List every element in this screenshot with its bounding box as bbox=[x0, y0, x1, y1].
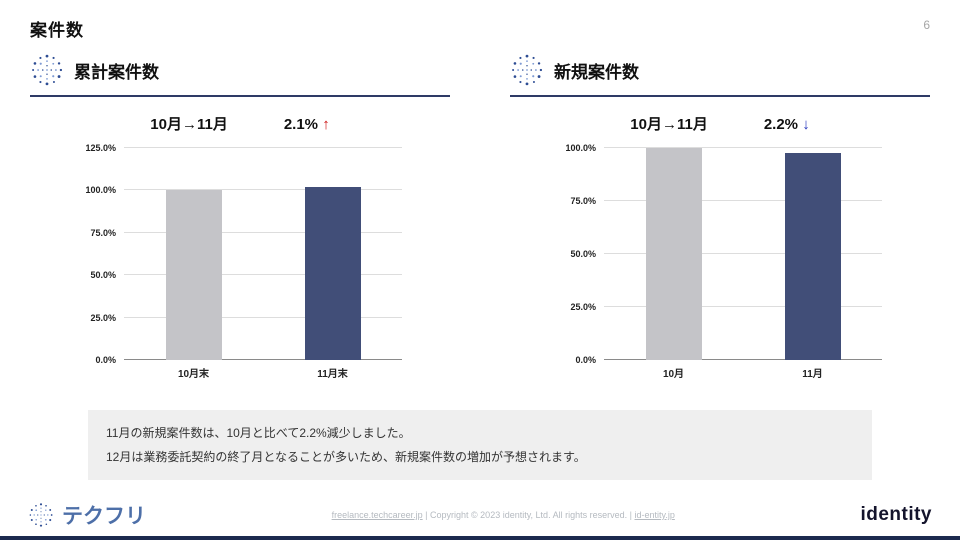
page-title: 案件数 bbox=[30, 21, 84, 40]
bar-cell bbox=[645, 148, 702, 360]
y-tick-label: 75.0% bbox=[570, 196, 596, 206]
bar-cell bbox=[165, 148, 222, 360]
charts-row: 累計案件数 10月→11月 2.1% ↑ 0.0% 25.0% 50.0% 75.0%… bbox=[0, 41, 960, 380]
plot-row: 0.0% 25.0% 50.0% 75.0% 100.0% bbox=[552, 143, 882, 365]
identity-logo: identity bbox=[860, 504, 932, 525]
gridline bbox=[604, 253, 882, 254]
change-value: 2.1% bbox=[283, 116, 319, 133]
transition-period: 10月→11月 bbox=[630, 116, 708, 133]
footer-copyright: Copyright © 2023 identity, Ltd. All righ… bbox=[430, 510, 628, 520]
bar-chart-cumulative: 0.0% 25.0% 50.0% 75.0% 100.0% 125.0% 10月末 11月末 bbox=[72, 143, 402, 380]
panel-new-cases: 新規案件数 10月→11月 2.2% ↓ 0.0% 25.0% 50.0% 75.0%… bbox=[510, 53, 930, 380]
y-tick-label: 0.0% bbox=[95, 355, 116, 365]
transition-cumulative: 10月→11月 2.1% ↑ bbox=[30, 113, 450, 134]
plot-area bbox=[604, 147, 882, 360]
footer-copyright-line: freelance.techcareer.jp | Copyright © 20… bbox=[146, 510, 860, 520]
y-tick-label: 0.0% bbox=[575, 355, 596, 365]
x-axis-line bbox=[124, 359, 402, 360]
note-line: 11月の新規案件数は、10月と比べて2.2%減少しました。 bbox=[106, 426, 411, 440]
change-value: 2.2% bbox=[763, 116, 799, 133]
transition-change: 2.1% ↑ bbox=[284, 116, 330, 133]
slide-header: 案件数 6 bbox=[0, 0, 960, 41]
panel-new-header: 新規案件数 bbox=[510, 53, 930, 97]
bar-chart-new: 0.0% 25.0% 50.0% 75.0% 100.0% 10月 11月 bbox=[552, 143, 882, 380]
y-tick-label: 100.0% bbox=[565, 143, 596, 153]
transition-new: 10月→11月 2.2% ↓ bbox=[510, 113, 930, 134]
x-tick-label: 10月 bbox=[662, 369, 685, 380]
y-tick-label: 100.0% bbox=[85, 185, 116, 196]
footer-link-identity[interactable]: id-entity.jp bbox=[634, 510, 675, 520]
y-axis: 0.0% 25.0% 50.0% 75.0% 100.0% 125.0% bbox=[72, 143, 124, 365]
arrow-up-icon: ↑ bbox=[322, 116, 330, 133]
footer-separator: | bbox=[425, 510, 428, 520]
footer-link-techcareer[interactable]: freelance.techcareer.jp bbox=[331, 510, 423, 520]
y-tick-label: 25.0% bbox=[570, 302, 596, 312]
gridline bbox=[604, 200, 882, 201]
bar-11月末 bbox=[304, 186, 361, 360]
bar-cell bbox=[784, 148, 841, 360]
x-axis-line bbox=[604, 359, 882, 360]
techfree-logo: テクフリ bbox=[28, 500, 146, 530]
bar-cell bbox=[304, 148, 361, 360]
gridline bbox=[604, 306, 882, 307]
gridline bbox=[124, 231, 402, 233]
panel-cumulative-header: 累計案件数 bbox=[30, 53, 450, 97]
x-axis-labels: 10月末 11月末 bbox=[124, 365, 402, 380]
page-number: 6 bbox=[923, 18, 930, 32]
y-tick-label: 50.0% bbox=[90, 270, 116, 281]
x-tick-label: 11月末 bbox=[317, 369, 348, 380]
footer-separator: | bbox=[629, 510, 632, 520]
y-tick-label: 75.0% bbox=[90, 227, 116, 238]
y-tick-label: 25.0% bbox=[90, 312, 116, 323]
gridline bbox=[124, 147, 402, 148]
y-axis: 0.0% 25.0% 50.0% 75.0% 100.0% bbox=[552, 143, 604, 365]
panel-cumulative-cases: 累計案件数 10月→11月 2.1% ↑ 0.0% 25.0% 50.0% 75.0%… bbox=[30, 53, 450, 380]
x-tick-label: 11月 bbox=[802, 369, 823, 380]
bar-10月 bbox=[645, 148, 702, 360]
transition-change: 2.2% ↓ bbox=[764, 116, 810, 133]
gridline bbox=[124, 189, 402, 191]
gridline bbox=[604, 147, 882, 148]
bar-11月 bbox=[784, 152, 841, 360]
x-tick-label: 10月末 bbox=[177, 369, 210, 380]
techfree-logo-text: テクフリ bbox=[62, 505, 146, 528]
note-box: 11月の新規案件数は、10月と比べて2.2%減少しました。 12月は業務委託契約… bbox=[88, 410, 872, 481]
gridline bbox=[124, 316, 402, 318]
panel-new-title: 新規案件数 bbox=[554, 62, 639, 82]
note-line: 12月は業務委託契約の終了月となることが多いため、新規案件数の増加が予想されます… bbox=[106, 449, 586, 464]
y-tick-label: 50.0% bbox=[570, 249, 596, 259]
x-axis-labels: 10月 11月 bbox=[604, 365, 882, 380]
plot-area bbox=[124, 147, 402, 360]
arrow-down-icon: ↓ bbox=[802, 116, 810, 133]
slide-footer: テクフリ freelance.techcareer.jp | Copyright… bbox=[0, 500, 960, 530]
panel-cumulative-title: 累計案件数 bbox=[74, 62, 159, 82]
dotted-globe-icon bbox=[32, 54, 63, 86]
dotted-globe-icon bbox=[512, 54, 543, 86]
bottom-accent-bar bbox=[0, 536, 960, 540]
y-tick-label: 125.0% bbox=[85, 143, 116, 153]
dotted-globe-icon bbox=[29, 503, 53, 527]
transition-period: 10月→11月 bbox=[150, 116, 228, 133]
bar-10月末 bbox=[165, 190, 222, 360]
gridline bbox=[124, 274, 402, 276]
plot-row: 0.0% 25.0% 50.0% 75.0% 100.0% 125.0% bbox=[72, 143, 402, 365]
